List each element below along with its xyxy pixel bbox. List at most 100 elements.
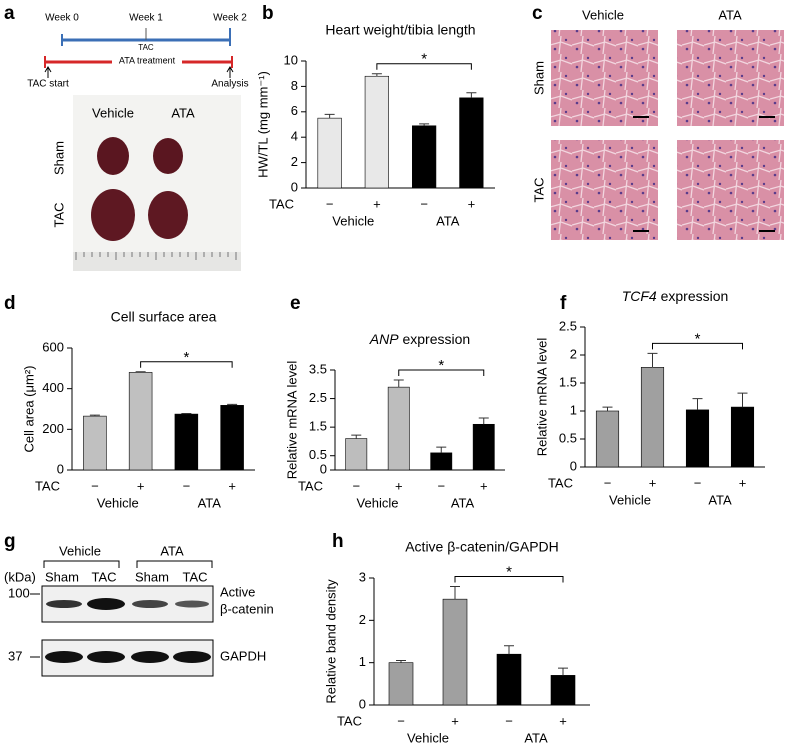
y-tick-label: 6 [291,103,298,118]
lane-label: TAC [182,569,207,584]
panel-letter: g [4,531,16,552]
error-bar [692,398,703,410]
x-tick-label: − [91,478,99,493]
panel-a: a Week 0 Week 1 Week 2 TAC ATA treatment… [4,3,249,271]
week-label: Week 1 [129,13,163,24]
heart [91,189,135,241]
x-axis-label: TAC [548,475,573,490]
error-bar [647,352,658,368]
x-tick-label: + [468,196,476,211]
chart-title: Heart weight/tibia length [325,22,475,38]
error-bar [478,417,489,425]
histology-image [677,30,784,126]
x-tick-label: + [373,196,381,211]
panel-letter: a [4,3,15,24]
significance-label: * [695,330,701,347]
bar [430,452,453,471]
start-label: TAC start [27,79,69,90]
band-label: β-catenin [220,601,274,616]
bar [550,675,576,706]
row-label: TAC [531,177,546,202]
significance-label: * [421,51,427,68]
band [131,651,169,663]
panel-letter: h [332,531,344,552]
chart-title: Active β-catenin/GAPDH [405,539,559,555]
bar [387,386,410,471]
y-tick-label: 3 [359,569,366,584]
marker-label: 37 [8,648,22,663]
x-tick-label: − [505,713,513,728]
group-label: ATA [160,543,184,558]
y-axis-label: HW/TL (mg mm⁻¹) [255,71,270,178]
group-label: Vehicle [332,213,374,228]
x-tick-label: + [395,478,403,493]
band-label: Active [220,584,255,599]
x-tick-label: − [604,475,612,490]
bar [128,372,153,471]
band [45,651,83,663]
bar [640,367,665,468]
x-tick-label: − [397,713,405,728]
error-bar [371,73,382,77]
bar [685,409,710,468]
histology-image [551,30,658,126]
error-bar [351,434,362,439]
group-label: Vehicle [97,495,139,510]
bar [730,406,755,468]
error-bar [89,414,100,417]
error-bar [419,123,430,126]
lane-label: Sham [135,569,169,584]
x-tick-label: − [420,196,428,211]
x-axis-label: TAC [337,713,362,728]
x-tick-label: − [183,478,191,493]
group-label: ATA [524,730,548,745]
y-tick-label: 0.5 [309,447,327,462]
row-label: Sham [51,141,66,175]
x-axis-label: TAC [35,478,60,493]
bar [496,653,522,706]
band [132,600,168,608]
y-tick-label: 1 [570,402,577,417]
y-axis-label: Relative mRNA level [284,361,299,480]
panel-letter: d [4,293,16,314]
error-bar [504,645,514,655]
error-bar [227,403,238,406]
column-label: Vehicle [92,105,134,120]
y-tick-label: 2 [570,346,577,361]
bar [345,438,368,471]
heart [97,137,129,175]
y-tick-label: 0.5 [559,430,577,445]
group-label: Vehicle [407,730,449,745]
group-label: Vehicle [357,495,399,510]
significance-bracket [454,575,564,583]
scale-bars [633,116,775,232]
band-label: GAPDH [220,648,266,663]
y-tick-label: 200 [42,421,64,436]
y-tick-label: 400 [42,380,64,395]
title-text: expression [661,288,729,304]
x-tick-label: + [451,713,459,728]
x-tick-label: + [739,475,747,490]
error-bar [450,585,460,600]
row-label: TAC [51,202,66,227]
significance-bracket [398,369,485,376]
x-tick-label: − [437,478,445,493]
bar [364,75,389,189]
y-tick-label: 3.5 [309,361,327,376]
histology-image [551,140,658,240]
bar [412,125,437,189]
y-tick-label: 1 [359,654,366,669]
band [46,600,82,608]
photo [73,95,241,271]
y-tick-label: 2 [291,154,298,169]
heart [153,138,183,174]
ruler-ticks [75,252,237,260]
y-tick-label: 10 [284,52,298,67]
group-label: ATA [198,495,222,510]
title-text: expression [402,331,470,347]
bar [220,405,244,471]
y-tick-label: 1.5 [559,374,577,389]
ruler [73,252,241,271]
week-label: Week 0 [45,13,79,24]
significance-label: * [438,357,444,374]
